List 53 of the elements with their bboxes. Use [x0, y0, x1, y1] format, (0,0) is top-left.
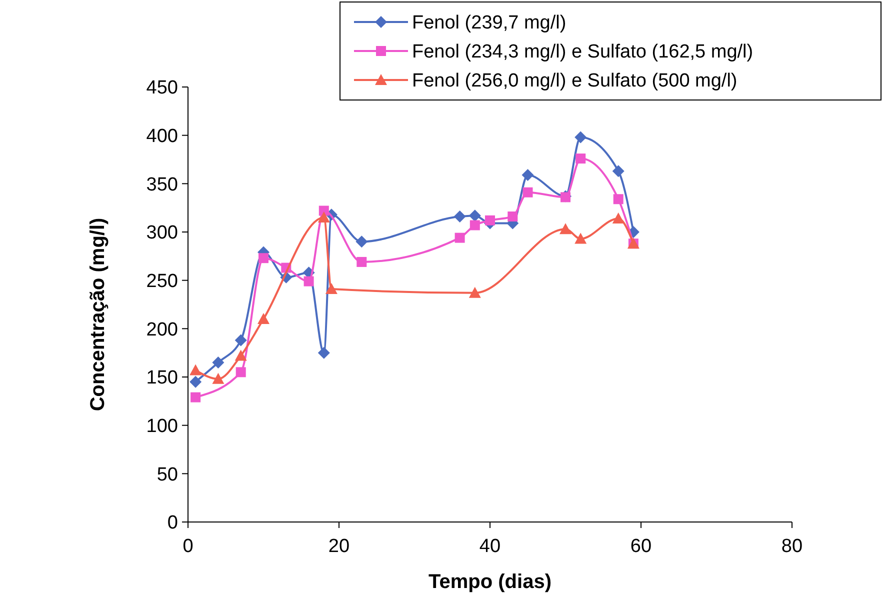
point: [560, 223, 572, 234]
point: [454, 210, 466, 223]
y-tick-label: 450: [146, 78, 178, 99]
point: [522, 187, 533, 198]
legend-label: Fenol (256,0 mg/l) e Sulfato (500 mg/l): [412, 70, 738, 92]
point: [318, 212, 330, 222]
point: [574, 131, 587, 144]
point: [508, 212, 518, 222]
point: [190, 364, 202, 376]
point: [304, 276, 314, 286]
point: [190, 376, 202, 388]
legend-label: Fenol (234,3 mg/l) e Sulfato (162,5 mg/l): [412, 42, 754, 63]
point: [236, 367, 246, 378]
y-tick-label: 0: [167, 512, 178, 534]
point: [356, 256, 367, 267]
point: [318, 206, 329, 216]
point: [574, 232, 587, 244]
x-tick-label: 60: [630, 536, 652, 557]
y-tick-label: 350: [146, 174, 178, 196]
point: [190, 392, 201, 402]
point: [612, 165, 624, 178]
point: [576, 154, 586, 164]
point: [318, 346, 330, 359]
y-axis-title: Concentração (mg/l): [87, 218, 109, 412]
point: [212, 356, 224, 368]
y-tick-label: 150: [146, 368, 178, 389]
x-axis-title: Tempo (dias): [428, 571, 552, 593]
y-tick-label: 400: [146, 126, 178, 147]
y-tick-label: 300: [146, 222, 178, 244]
y-tick-label: 250: [146, 270, 178, 292]
x-tick-label: 0: [182, 536, 194, 557]
point: [468, 286, 481, 298]
point: [612, 212, 624, 224]
point: [356, 236, 368, 248]
x-tick-label: 20: [328, 536, 350, 557]
point: [522, 168, 534, 181]
point: [212, 372, 224, 384]
point: [325, 283, 338, 294]
point: [468, 210, 481, 222]
point: [470, 220, 480, 230]
y-tick-label: 50: [156, 464, 178, 486]
point: [234, 350, 247, 361]
y-tick-label: 100: [146, 416, 178, 437]
legend-label: Fenol (239,7 mg/l): [412, 12, 566, 34]
point: [613, 194, 624, 204]
x-tick-label: 80: [781, 536, 803, 557]
point: [234, 334, 247, 346]
y-tick-label: 200: [146, 319, 178, 340]
point: [485, 215, 495, 226]
point: [258, 253, 268, 264]
x-tick-label: 40: [479, 536, 501, 557]
point: [454, 232, 465, 243]
point: [258, 313, 270, 324]
